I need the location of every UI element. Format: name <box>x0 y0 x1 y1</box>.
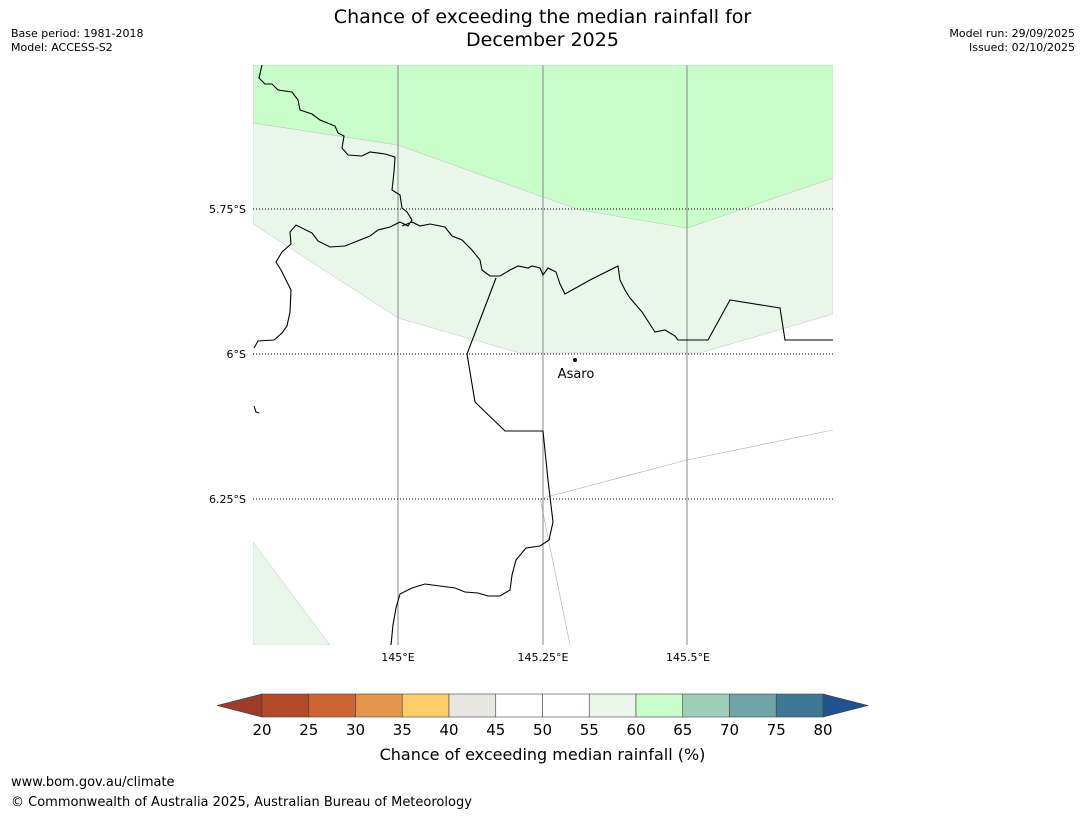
lon-label-145-5: 145.5°E <box>666 651 710 664</box>
province-border-central <box>401 221 833 341</box>
colorbar-tick-label: 55 <box>580 721 599 739</box>
colorbar-segment <box>355 693 403 718</box>
colorbar-group: 20 25 30 35 40 45 50 55 60 65 70 75 80 <box>216 693 869 739</box>
title-line-1: Chance of exceeding the median rainfall … <box>333 6 752 28</box>
colorbar-tick-label: 30 <box>346 721 365 739</box>
colorbar-segment <box>775 693 824 718</box>
colorbar-tick-label: 45 <box>486 721 505 739</box>
map-area <box>253 65 833 645</box>
footer-url: www.bom.gov.au/climate <box>11 775 175 790</box>
lat-label-6-25: 6.25°S <box>209 493 246 506</box>
colorbar-segment <box>729 693 777 718</box>
colorbar-segment <box>542 693 590 718</box>
colorbar-segment <box>635 693 684 718</box>
boundary-line-faint-2 <box>539 497 571 645</box>
place-label-asaro: Asaro <box>558 367 595 382</box>
colorbar-over-arrow <box>822 693 869 718</box>
lon-label-145: 145°E <box>381 651 414 664</box>
coast-fragment <box>253 405 260 414</box>
colorbar-tick-label: 40 <box>439 721 458 739</box>
colorbar-tick-label: 75 <box>767 721 786 739</box>
base-period: Base period: 1981-2018 <box>11 27 144 40</box>
colorbar-segment <box>448 693 497 718</box>
lat-label-5-75: 5.75°S <box>209 203 246 216</box>
colorbar-segment <box>308 693 356 718</box>
colorbar-under-arrow <box>216 693 263 718</box>
colorbar-tick-label: 20 <box>252 721 271 739</box>
lon-label-145-25: 145.25°E <box>518 651 569 664</box>
province-border-north <box>253 65 413 349</box>
issued-date: Issued: 02/10/2025 <box>968 41 1075 54</box>
colorbar-tick-label: 35 <box>393 721 412 739</box>
footer-copyright: © Commonwealth of Australia 2025, Austra… <box>11 795 472 810</box>
colorbar-segment <box>588 693 637 718</box>
colorbar-segment <box>682 693 730 718</box>
colorbar-segment <box>261 693 310 718</box>
chart-title: Chance of exceeding the median rainfall … <box>0 6 1085 52</box>
meta-right: Model run: 29/09/2025 Issued: 02/10/2025 <box>949 27 1075 55</box>
map-panel: Asaro 5.75°S 6°S 6.25°S 145°E 145.25°E 1… <box>209 65 833 664</box>
meta-left: Base period: 1981-2018 Model: ACCESS-S2 <box>11 27 143 55</box>
model-name: Model: ACCESS-S2 <box>11 41 113 54</box>
lat-label-6: 6°S <box>227 348 246 361</box>
colorbar-segment <box>495 693 543 718</box>
colorbar-label: Chance of exceeding median rainfall (%) <box>379 745 706 764</box>
colorbar-segment <box>401 693 450 718</box>
colorbar-tick-label: 65 <box>673 721 692 739</box>
colorbar-tick-label: 80 <box>813 721 832 739</box>
colorbar-tick-label: 25 <box>299 721 318 739</box>
asaro-marker <box>573 358 577 362</box>
colorbar-tick-label: 70 <box>720 721 739 739</box>
colorbar-tick-label: 60 <box>626 721 645 739</box>
colorbar-tick-label: 50 <box>533 721 552 739</box>
colorbar: 20 25 30 35 40 45 50 55 60 65 70 75 80 <box>216 693 869 739</box>
title-line-2: December 2025 <box>466 29 619 51</box>
model-run: Model run: 29/09/2025 <box>949 27 1075 40</box>
province-border-south <box>390 277 554 645</box>
region-55-60-southwest <box>253 541 331 645</box>
